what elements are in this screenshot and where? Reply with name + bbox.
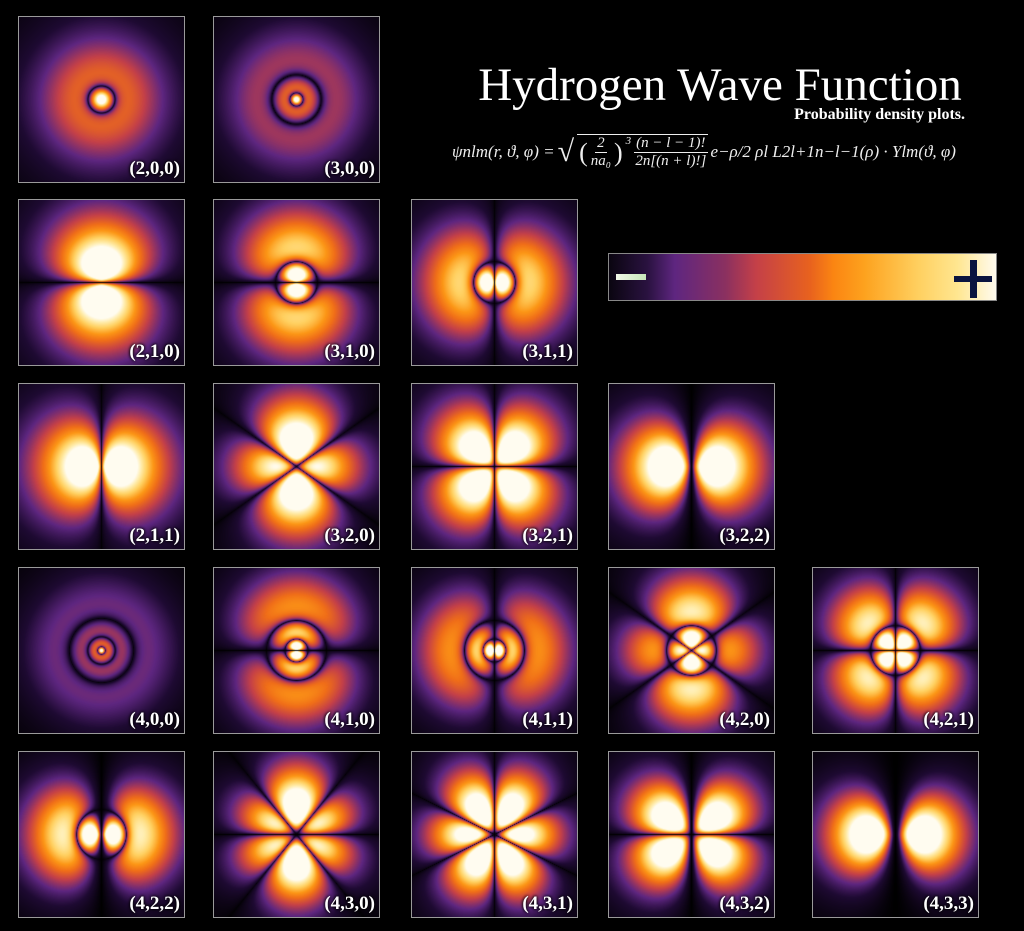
- formula-fraction-2: (n − l − 1)! 2n[(n + l)!]: [634, 135, 708, 170]
- frac1-denominator: na₀: [590, 153, 611, 169]
- formula-sqrt: ( 2 na₀ ) 3 (n − l − 1)! 2n[(n + l)!]: [577, 134, 708, 170]
- orbital-label: (3,0,0): [324, 158, 375, 179]
- orbital-label: (4,3,2): [719, 893, 770, 914]
- orbital-panel: (4,3,0): [213, 751, 380, 918]
- minus-sign-icon: −: [616, 274, 646, 280]
- orbital-label: (4,1,1): [522, 709, 573, 730]
- orbital-panel: (4,0,0): [18, 567, 185, 734]
- orbital-panel: (4,3,3): [812, 751, 979, 918]
- orbital-density-plot: [609, 752, 774, 917]
- orbital-density-plot: [412, 200, 577, 365]
- orbital-label: (3,1,0): [324, 341, 375, 362]
- frac1-numerator: 2: [595, 135, 607, 153]
- orbital-panel: (3,0,0): [213, 16, 380, 183]
- orbital-density-plot: [19, 752, 184, 917]
- orbital-density-plot: [412, 384, 577, 549]
- figure-title: Hydrogen Wave Function: [478, 59, 962, 111]
- orbital-label: (4,2,2): [129, 893, 180, 914]
- orbital-label: (3,2,0): [324, 525, 375, 546]
- orbital-panel: (4,2,0): [608, 567, 775, 734]
- orbital-density-plot: [412, 752, 577, 917]
- orbital-label: (4,3,3): [923, 893, 974, 914]
- orbital-label: (4,2,0): [719, 709, 770, 730]
- orbital-density-plot: [19, 384, 184, 549]
- orbital-density-plot: [19, 568, 184, 733]
- frac2-numerator: (n − l − 1)!: [634, 135, 708, 153]
- orbital-panel: (2,1,0): [18, 199, 185, 366]
- orbital-label: (4,3,1): [522, 893, 573, 914]
- orbital-density-plot: [609, 384, 774, 549]
- orbital-label: (4,2,1): [923, 709, 974, 730]
- wave-function-formula: ψnlm(r, ϑ, φ) = √ ( 2 na₀ ) 3 (n − l − 1)…: [452, 134, 956, 170]
- orbital-panel: (4,1,0): [213, 567, 380, 734]
- orbital-panel: (2,0,0): [18, 16, 185, 183]
- plus-sign-icon: +: [954, 260, 992, 298]
- colorbar: − +: [608, 253, 997, 301]
- orbital-density-plot: [214, 384, 379, 549]
- orbital-density-plot: [214, 17, 379, 182]
- orbital-density-plot: [609, 568, 774, 733]
- orbital-panel: (3,1,1): [411, 199, 578, 366]
- orbital-panel: (3,2,0): [213, 383, 380, 550]
- orbital-label: (2,0,0): [129, 158, 180, 179]
- orbital-density-plot: [214, 200, 379, 365]
- orbital-density-plot: [813, 752, 978, 917]
- orbital-label: (2,1,0): [129, 341, 180, 362]
- orbital-label: (3,2,2): [719, 525, 770, 546]
- orbital-panel: (4,1,1): [411, 567, 578, 734]
- orbital-label: (3,2,1): [522, 525, 573, 546]
- formula-rhs: e−ρ/2 ρl L2l+1n−l−1(ρ) · Ylm(ϑ, φ): [710, 142, 956, 161]
- orbital-density-plot: [214, 568, 379, 733]
- orbital-panel: (4,3,2): [608, 751, 775, 918]
- orbital-density-plot: [214, 752, 379, 917]
- orbital-density-plot: [19, 200, 184, 365]
- orbital-label: (4,0,0): [129, 709, 180, 730]
- orbital-panel: (3,2,2): [608, 383, 775, 550]
- orbital-density-plot: [19, 17, 184, 182]
- orbital-panel: (4,2,1): [812, 567, 979, 734]
- formula-lhs: ψnlm(r, ϑ, φ) =: [452, 142, 555, 161]
- orbital-panel: (4,2,2): [18, 751, 185, 918]
- orbital-panel: (3,1,0): [213, 199, 380, 366]
- orbital-density-plot: [412, 568, 577, 733]
- orbital-panel: (4,3,1): [411, 751, 578, 918]
- formula-power: 3: [625, 135, 632, 147]
- formula-fraction-1: 2 na₀: [591, 135, 611, 170]
- orbital-label: (3,1,1): [522, 341, 573, 362]
- orbital-label: (4,3,0): [324, 893, 375, 914]
- orbital-label: (2,1,1): [129, 525, 180, 546]
- orbital-panel: (3,2,1): [411, 383, 578, 550]
- frac2-denominator: 2n[(n + l)!]: [635, 153, 707, 169]
- orbital-panel: (2,1,1): [18, 383, 185, 550]
- orbital-density-plot: [813, 568, 978, 733]
- figure-subtitle: Probability density plots.: [794, 106, 965, 123]
- orbital-label: (4,1,0): [324, 709, 375, 730]
